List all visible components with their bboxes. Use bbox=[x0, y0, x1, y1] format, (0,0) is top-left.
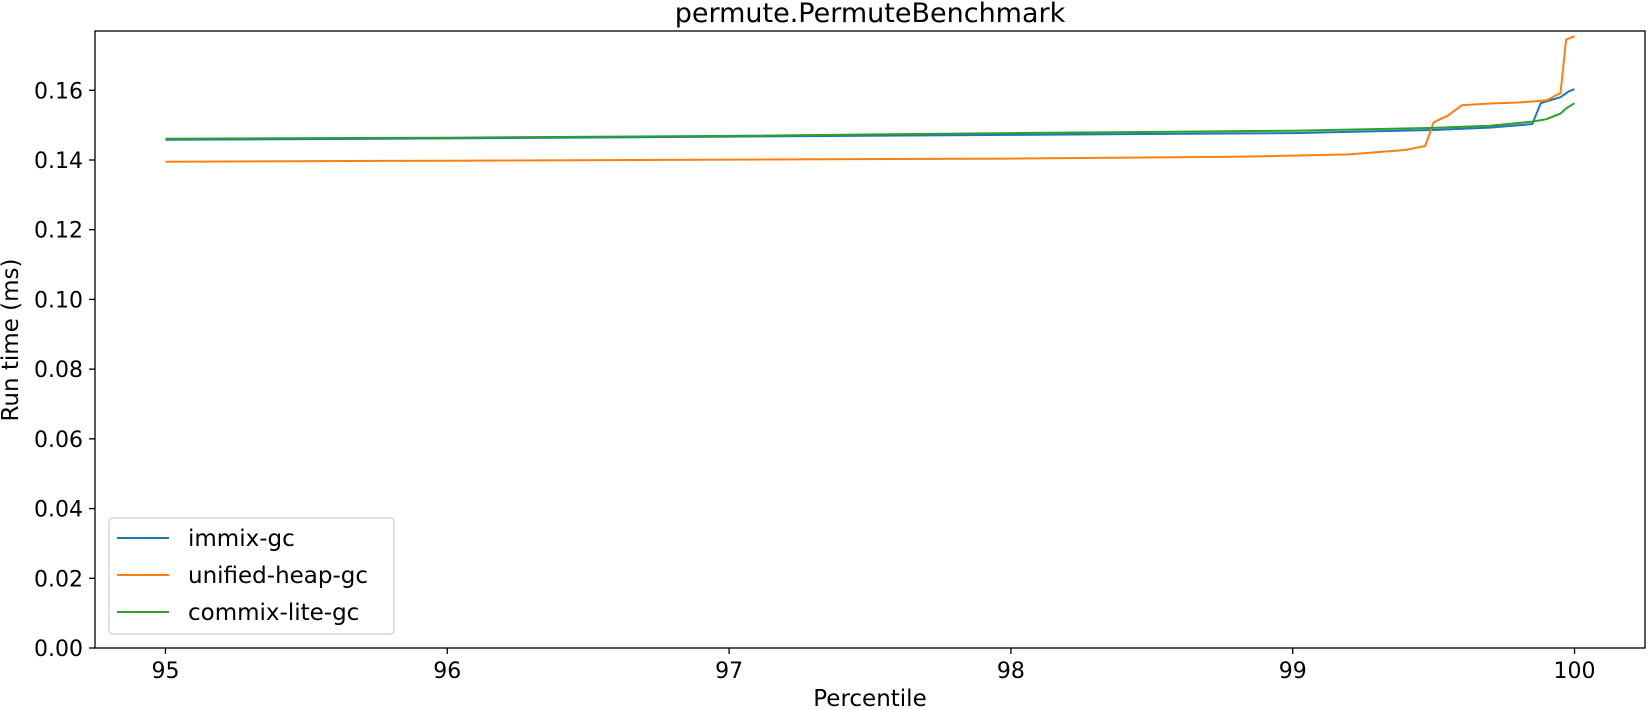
x-axis: 95 96 97 98 99 100 bbox=[151, 648, 1596, 684]
legend-box bbox=[108, 517, 395, 635]
x-axis-label: Percentile bbox=[813, 686, 926, 710]
y-tick-label: 0.10 bbox=[34, 288, 83, 313]
x-tick-label: 96 bbox=[433, 659, 461, 684]
series-line-unified-heap-gc bbox=[165, 35, 1575, 163]
x-tick-label: 97 bbox=[715, 659, 743, 684]
series-line-commix-lite-gc bbox=[165, 102, 1576, 140]
x-tick-label: 95 bbox=[151, 659, 179, 684]
y-tick-label: 0.02 bbox=[34, 567, 83, 592]
y-tick-label: 0.16 bbox=[34, 79, 83, 104]
chart-title: permute.PermuteBenchmark bbox=[675, 0, 1066, 29]
plot-area-frame bbox=[94, 30, 1646, 649]
plot-lines bbox=[165, 35, 1576, 163]
legend-label-commix-lite-gc: commix-lite-gc bbox=[188, 600, 359, 626]
x-tick-label: 99 bbox=[1279, 659, 1307, 684]
x-tick-label: 98 bbox=[997, 659, 1025, 684]
y-tick-label: 0.08 bbox=[34, 358, 83, 383]
y-tick-label: 0.00 bbox=[34, 637, 83, 662]
legend: immix-gc unified-heap-gc commix-lite-gc bbox=[108, 517, 395, 635]
legend-label-unified-heap-gc: unified-heap-gc bbox=[188, 563, 368, 589]
y-tick-label: 0.04 bbox=[34, 498, 83, 523]
y-tick-label: 0.14 bbox=[34, 149, 83, 174]
x-tick-label: 100 bbox=[1554, 659, 1596, 684]
y-axis-label: Run time (ms) bbox=[0, 258, 24, 421]
y-tick-label: 0.12 bbox=[34, 219, 83, 244]
y-axis: 0.00 0.02 0.04 0.06 0.08 0.10 0.12 0.14 0.16 bbox=[34, 79, 95, 662]
y-tick-label: 0.06 bbox=[34, 428, 83, 453]
legend-label-immix-gc: immix-gc bbox=[188, 526, 295, 552]
